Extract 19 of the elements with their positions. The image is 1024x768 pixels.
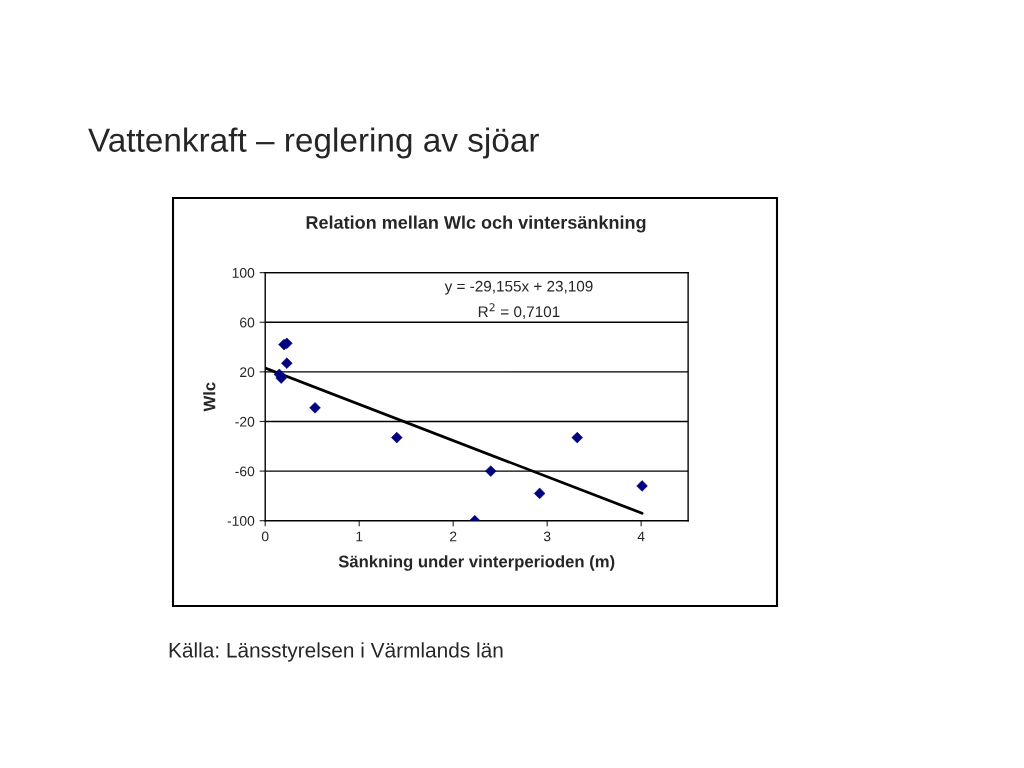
y-axis-title: Wlc	[203, 382, 216, 412]
y-tick-label: 100	[232, 267, 255, 278]
annotation: R$^{2}$ = 0,7101	[478, 303, 560, 319]
x-tick-label: 4	[637, 531, 645, 542]
x-tick-label: 1	[356, 531, 363, 542]
y-tick-label: 60	[240, 317, 255, 328]
annotation: y = -29,155x + 23,109	[444, 280, 593, 295]
y-tick-label: -20	[235, 416, 255, 427]
x-tick-label: 3	[543, 531, 551, 542]
text: Vattenkraft – reglering av sjöar	[88, 127, 539, 159]
chart-title: Relation mellan Wlc och vintersänkning	[306, 215, 646, 233]
x-tick-label: 0	[261, 531, 269, 542]
point	[533, 487, 546, 500]
text: Källa: Länsstyrelsen i Värmlands län	[169, 642, 503, 662]
y-tick-label: -100	[227, 516, 255, 526]
y-tick-label: 20	[240, 367, 255, 378]
y-tick-label: -60	[235, 466, 255, 477]
x-axis-title: Sänkning under vinterperioden (m)	[338, 555, 615, 571]
x-tick-label: 2	[450, 531, 457, 542]
